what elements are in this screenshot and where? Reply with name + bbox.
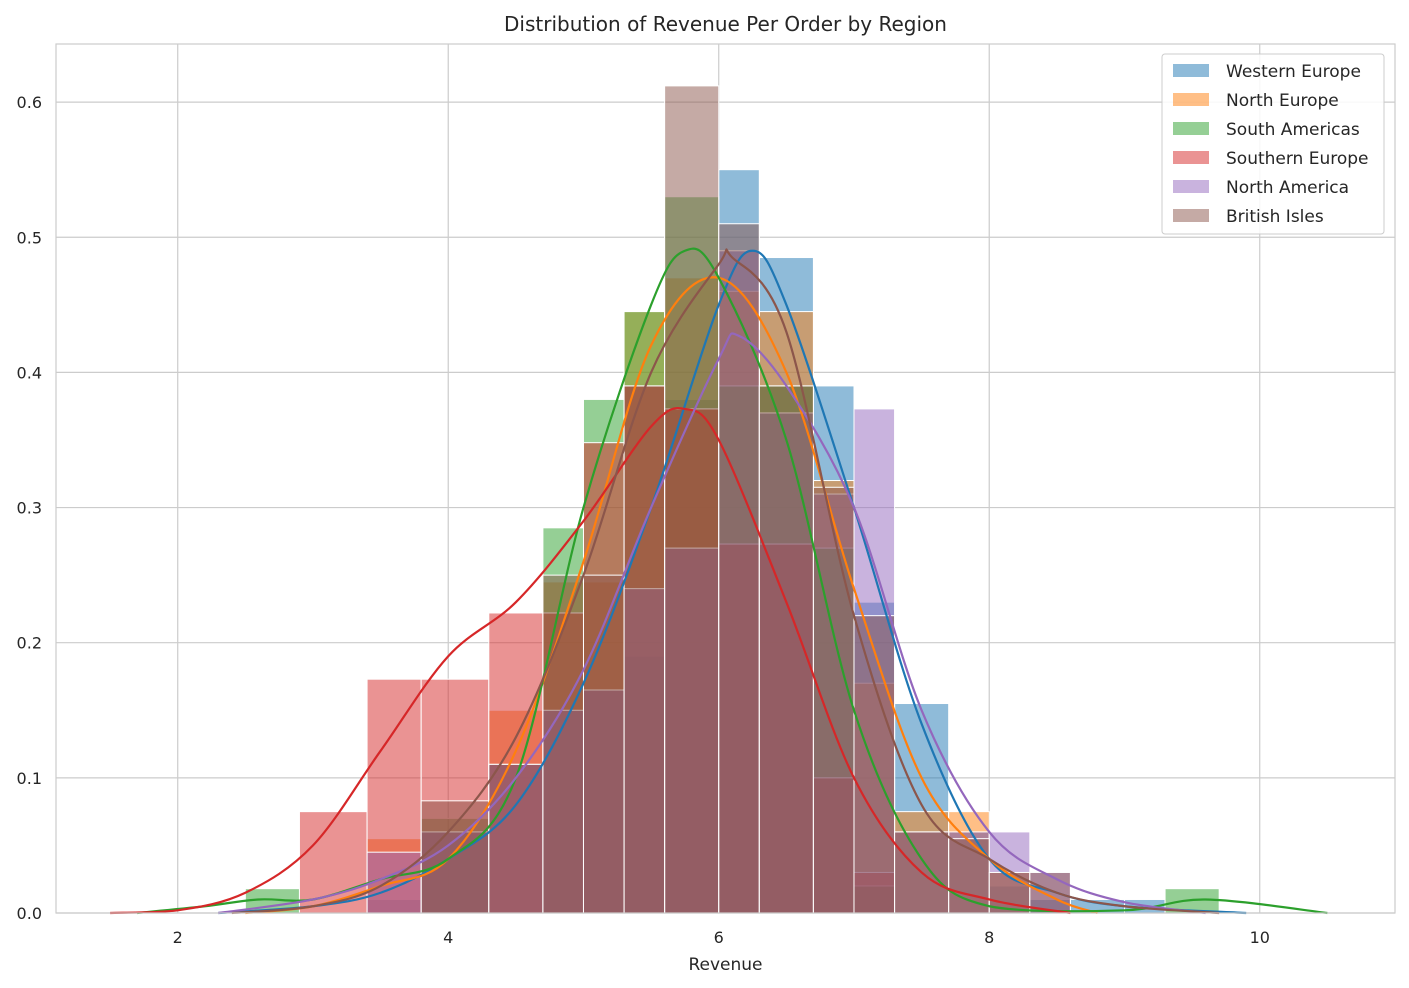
x-axis-label: Revenue [688, 955, 762, 975]
histogram-bars [244, 85, 1220, 914]
kde-line-british-isles [231, 248, 1220, 915]
histogram-bar [812, 486, 855, 914]
kde-line-southern-europe [110, 406, 1071, 915]
histogram-bar [758, 385, 814, 914]
legend-label-western-europe: Western Europe [1226, 62, 1361, 82]
legend-swatch-south-americas [1173, 122, 1209, 135]
histogram-bar [488, 763, 544, 914]
x-tick-label: 4 [443, 928, 453, 947]
legend-swatch-british-isles [1173, 209, 1209, 222]
histogram-bar [664, 85, 720, 914]
histogram-bar [582, 574, 625, 914]
x-tick-label: 8 [984, 928, 994, 947]
bars-british-isles [420, 85, 1071, 914]
x-tick-label: 6 [714, 928, 724, 947]
legend-swatch-western-europe [1173, 64, 1209, 77]
legend-swatch-north-america [1173, 180, 1209, 193]
plot-frame [55, 43, 1396, 914]
y-tick-label: 0.1 [17, 769, 42, 788]
y-tick-label: 0.5 [17, 228, 42, 247]
histogram-bar [298, 811, 368, 914]
y-tick-label: 0.6 [17, 93, 42, 112]
kde-curves [110, 247, 1328, 915]
axis-ticks: 2 4 6 8 10 0.0 0.1 0.2 0.3 0.4 0.5 0.6 [17, 93, 1270, 947]
legend-swatch-north-europe [1173, 93, 1209, 106]
x-tick-label: 2 [173, 928, 183, 947]
x-tick-label: 10 [1250, 928, 1270, 947]
histogram-bar [718, 223, 760, 914]
legend: Western Europe North Europe South Americas… [1161, 53, 1385, 235]
legend-label-north-america: North America [1226, 178, 1349, 198]
legend-box [1161, 53, 1385, 235]
y-tick-label: 0.4 [17, 363, 42, 382]
histogram-bar [623, 385, 666, 914]
histogram-bar [1029, 871, 1071, 914]
y-tick-label: 0.2 [17, 634, 42, 653]
kde-line-north-america [218, 332, 1206, 915]
legend-label-north-europe: North Europe [1226, 91, 1339, 111]
legend-label-southern-europe: Southern Europe [1226, 149, 1369, 169]
legend-label-british-isles: British Isles [1226, 207, 1324, 227]
kde-line-north-europe [245, 276, 1098, 915]
chart-title: Distribution of Revenue Per Order by Reg… [504, 12, 947, 36]
legend-swatch-southern-europe [1173, 151, 1209, 164]
legend-label-south-americas: South Americas [1226, 120, 1360, 140]
y-tick-label: 0.0 [17, 904, 42, 923]
y-tick-label: 0.3 [17, 499, 42, 518]
